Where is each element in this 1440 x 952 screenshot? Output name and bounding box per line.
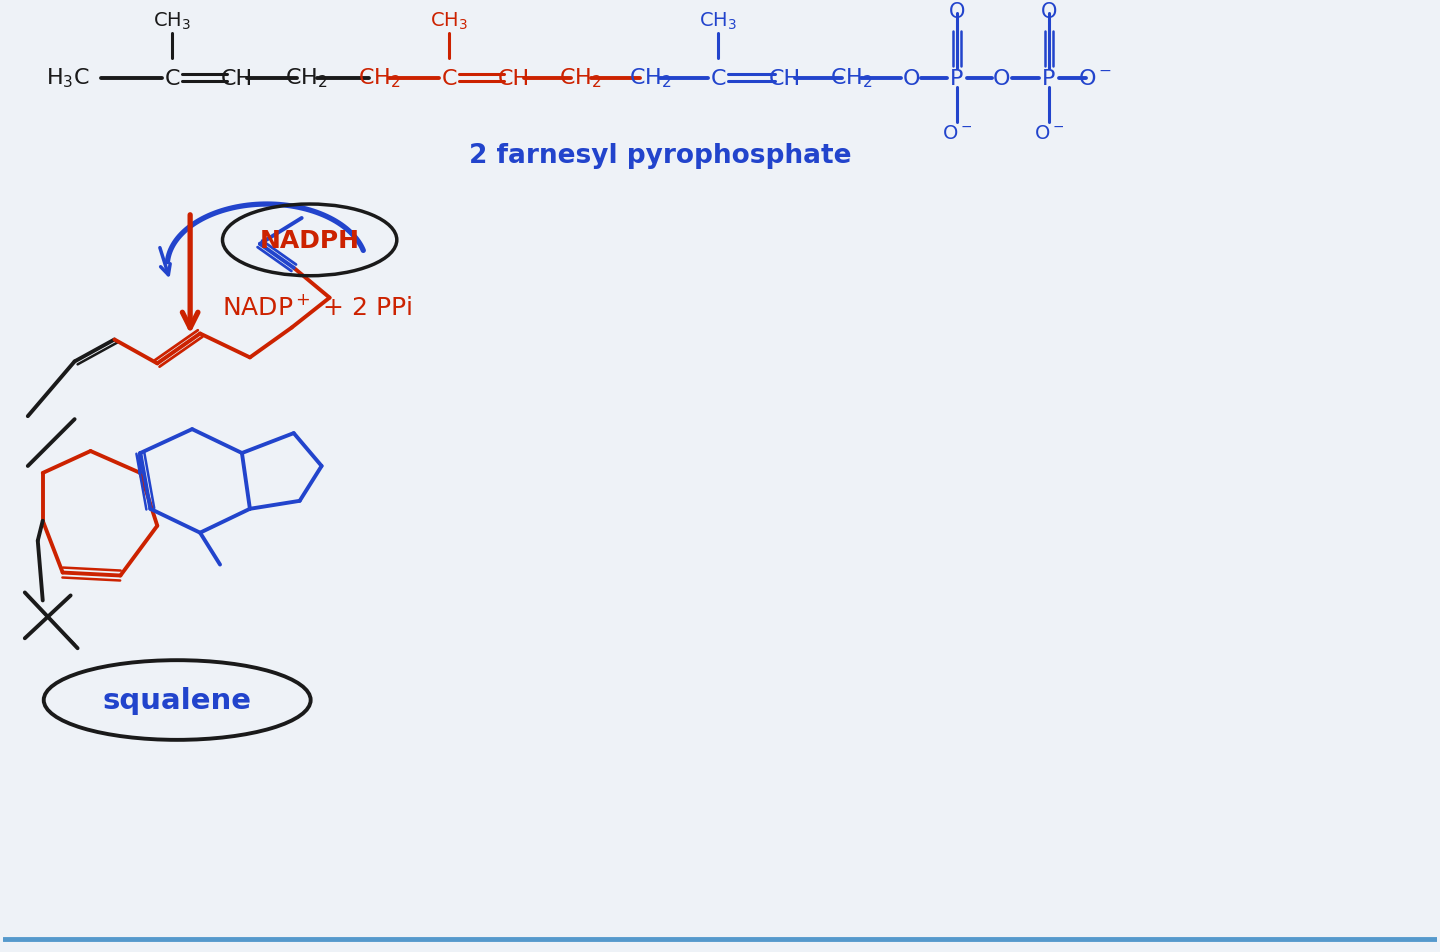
Text: $\mathregular{CH_2}$: $\mathregular{CH_2}$	[629, 67, 671, 90]
Text: O: O	[1041, 2, 1057, 22]
Text: $\mathregular{CH_3}$: $\mathregular{CH_3}$	[698, 11, 737, 32]
Text: C: C	[441, 69, 456, 89]
Text: NADPH: NADPH	[259, 228, 360, 252]
Text: $\mathregular{O^-}$: $\mathregular{O^-}$	[1034, 124, 1064, 143]
Text: squalene: squalene	[102, 686, 252, 714]
Text: $\mathregular{CH_3}$: $\mathregular{CH_3}$	[153, 11, 192, 32]
Text: $\mathregular{H_3C}$: $\mathregular{H_3C}$	[46, 67, 89, 90]
Text: O: O	[994, 69, 1011, 89]
Text: $\mathregular{O^-}$: $\mathregular{O^-}$	[942, 124, 972, 143]
Text: CH: CH	[220, 69, 253, 89]
Text: O: O	[903, 69, 920, 89]
Text: $\mathregular{CH_2}$: $\mathregular{CH_2}$	[829, 67, 873, 90]
Text: C: C	[164, 69, 180, 89]
Text: 2 farnesyl pyrophosphate: 2 farnesyl pyrophosphate	[469, 143, 851, 169]
Text: $\mathregular{O^-}$: $\mathregular{O^-}$	[1079, 69, 1113, 89]
Text: $\mathregular{CH_2}$: $\mathregular{CH_2}$	[285, 67, 328, 90]
Text: $\mathregular{CH_2}$: $\mathregular{CH_2}$	[359, 67, 400, 90]
Text: P: P	[1043, 69, 1056, 89]
Text: $\mathregular{CH_3}$: $\mathregular{CH_3}$	[431, 11, 468, 32]
Text: CH: CH	[769, 69, 801, 89]
Text: O: O	[949, 2, 965, 22]
Text: NADP$^+$ + 2 PPi: NADP$^+$ + 2 PPi	[222, 295, 412, 320]
Text: P: P	[950, 69, 963, 89]
Text: CH: CH	[498, 69, 530, 89]
Text: $\mathregular{CH_2}$: $\mathregular{CH_2}$	[559, 67, 602, 90]
Text: C: C	[710, 69, 726, 89]
